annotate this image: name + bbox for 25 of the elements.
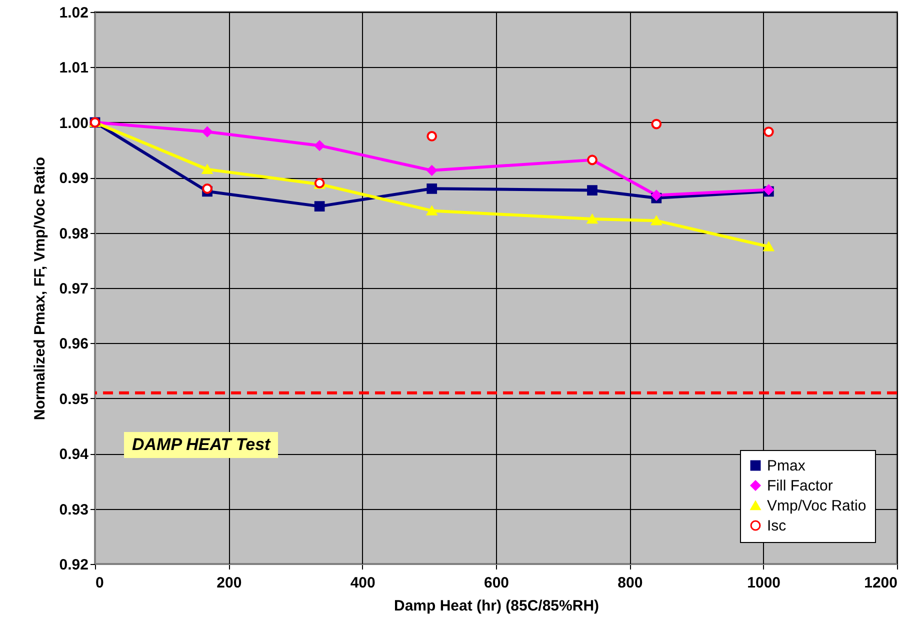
y-tick-label: 0.97 xyxy=(59,280,88,298)
x-tick-label: 400 xyxy=(350,574,376,592)
legend-label: Pmax xyxy=(767,458,806,474)
y-tick-label: 0.99 xyxy=(59,170,88,188)
y-tick-label: 1.01 xyxy=(59,60,88,77)
x-tick-label: 800 xyxy=(618,574,643,592)
y-tick-label: 0.95 xyxy=(59,390,88,408)
y-axis-title: Normalized Pmax, FF, Vmp/Voc Ratio xyxy=(31,156,48,420)
y-tick-label: 0.98 xyxy=(59,225,88,242)
legend-label: Isc xyxy=(767,518,787,534)
y-tick-label: 1.02 xyxy=(59,4,88,22)
x-tick-label: 600 xyxy=(484,574,510,592)
x-axis-title: Damp Heat (hr) (85C/85%RH) xyxy=(394,598,600,614)
x-tick-label: 0 xyxy=(96,574,104,592)
legend-label: Vmp/Voc Ratio xyxy=(767,498,866,514)
y-tick-label: 1.00 xyxy=(59,114,88,132)
x-tick-label: 1000 xyxy=(747,574,781,592)
y-tick-label: 0.96 xyxy=(59,336,88,353)
y-tick-label: 0.93 xyxy=(59,501,88,518)
y-tick-label: 0.92 xyxy=(59,556,88,574)
y-tick-label: 0.94 xyxy=(59,446,90,464)
annotation: DAMP HEAT Test xyxy=(124,432,278,458)
x-tick-label: 200 xyxy=(216,574,242,592)
x-tick-label: 1200 xyxy=(864,574,898,592)
legend-label: Fill Factor xyxy=(767,478,833,494)
